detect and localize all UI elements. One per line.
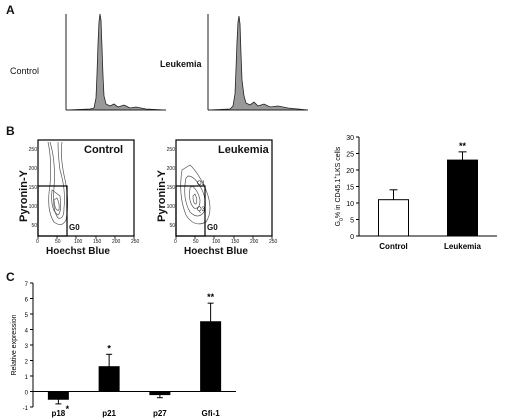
bar [149,391,171,396]
contour-control-ytick: 150 [28,185,37,191]
contour-leukemia-xtick: 50 [193,239,199,245]
bar [98,366,120,393]
y-tick-label: 0 [25,391,29,397]
contour-leukemia-q1: Q1 [197,181,206,187]
histogram-leukemia-label: Leukemia [160,59,202,69]
contour-control-ytick: 50 [31,223,37,229]
contour-leukemia-ytick: 50 [169,223,175,229]
contour-control-xtick: 100 [74,239,83,245]
contour-leukemia-xticks: 0 50 100 150 200 250 [174,239,284,245]
y-tick-label: 15 [346,185,354,192]
y-tick-label: 5 [25,313,29,319]
y-tick-label: 5 [350,218,354,225]
contour-leukemia-ytick: 200 [166,166,175,172]
contour-leukemia-gate-label: G0 [207,223,218,232]
contour-leukemia-xtick: 150 [231,239,240,245]
contour-leukemia-xtick: 250 [269,239,278,245]
y-tick-label: 7 [25,282,29,288]
contour-control-xticks: 0 50 100 150 200 250 [36,239,146,245]
significance-marker: * [66,404,70,414]
contour-leukemia-ytick: 250 [166,147,175,153]
x-tick-label: p18 [51,409,65,418]
y-axis-label: G0% in CD45.1+LKS cells [333,146,345,226]
contour-leukemia-yticks: 250 200 150 100 50 [166,141,175,236]
y-tick-label: 1 [25,375,29,381]
contour-control-ytick: 250 [28,147,37,153]
contour-leukemia-ytick: 150 [166,185,175,191]
y-tick-label: -1 [23,406,29,412]
contour-leukemia-xlabel: Hoechst Blue [184,246,248,257]
contour-leukemia-xtick: 100 [212,239,221,245]
x-tick-label: Gfi-1 [202,409,221,418]
contour-control-ytick: 100 [28,204,37,210]
contour-control-xtick: 50 [55,239,61,245]
panel-a-label: A [6,3,15,17]
y-tick-label: 10 [346,201,354,208]
x-tick-label: p27 [153,409,167,418]
contour-control-xlabel: Hoechst Blue [46,246,110,257]
y-tick-label: 30 [346,135,354,142]
histogram-leukemia [207,14,309,111]
contour-leukemia-xtick: 200 [250,239,259,245]
contour-control-title: Control [84,144,124,156]
contour-leukemia-title: Leukemia [218,144,269,156]
contour-leukemia-ytick: 100 [166,204,175,210]
panel-b-label: B [6,124,15,138]
x-tick-label: p21 [102,409,116,418]
contour-leukemia-q3: Q3 [197,207,206,213]
contour-control-yticks: 250 200 150 100 50 [28,141,37,236]
significance-marker: ** [207,292,215,302]
bar [200,321,222,392]
x-tick-label: Leukemia [444,242,481,251]
contour-control-gate-label: G0 [69,223,80,232]
histogram-control [65,13,167,111]
x-tick-label: Control [379,242,407,251]
contour-control-xtick: 200 [112,239,121,245]
histogram-leukemia-peak [207,15,309,111]
contour-control-xtick: 250 [131,239,140,245]
y-tick-label: 0 [350,234,354,241]
bar [447,159,478,237]
histogram-control-peak [65,13,167,111]
significance-marker: ** [459,141,467,151]
y-tick-label: 2 [25,360,29,366]
y-tick-label: 3 [25,344,29,350]
significance-marker: * [107,343,111,353]
contour-control-xtick: 0 [36,239,39,245]
bar [47,391,69,400]
y-tick-label: 6 [25,298,29,304]
histogram-control-label: Control [10,66,40,76]
y-tick-label: 25 [346,152,354,159]
panel-c-label: C [6,270,15,284]
contour-leukemia-xtick: 0 [174,239,177,245]
contour-control-ytick: 200 [28,166,37,172]
y-tick-label: 4 [25,329,29,335]
y-tick-label: 20 [346,168,354,175]
y-axis-label: Relative expression [11,314,18,375]
contour-control-xtick: 150 [93,239,102,245]
